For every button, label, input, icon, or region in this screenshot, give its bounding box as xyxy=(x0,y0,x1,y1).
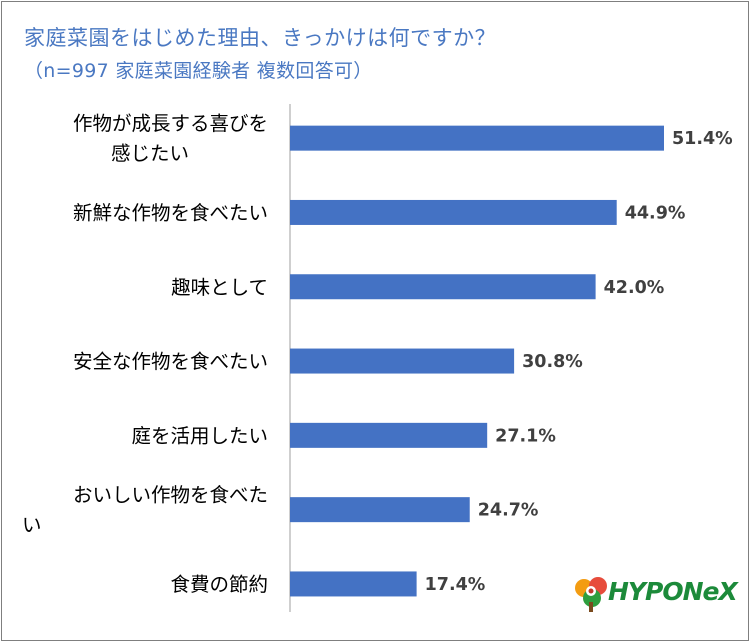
value-label-3: 30.8% xyxy=(522,352,583,372)
value-label-6: 17.4% xyxy=(425,575,486,595)
flower-logo-icon xyxy=(575,577,607,612)
value-label-5: 24.7% xyxy=(478,501,539,521)
bar-6 xyxy=(290,571,417,597)
value-label-0: 51.4% xyxy=(672,129,733,149)
hyponex-logo: HYPONeX xyxy=(572,574,738,614)
category-label-3-0: 安全な作物を食べたい xyxy=(73,350,268,373)
category-label-1-0: 新鮮な作物を食べたい xyxy=(73,201,268,224)
category-label-5-1: い xyxy=(22,514,42,537)
logo-wordmark: HYPONeX xyxy=(608,577,738,606)
bar-0 xyxy=(290,125,664,151)
category-label-6-0: 食費の節約 xyxy=(170,573,268,596)
value-label-2: 42.0% xyxy=(604,278,665,298)
category-label-2-0: 趣味として xyxy=(171,276,268,299)
chart-subtitle: （n=997 家庭菜園経験者 複数回答可） xyxy=(24,60,373,82)
bar-4 xyxy=(290,422,488,448)
bars-group xyxy=(290,125,664,597)
bar-5 xyxy=(290,497,470,523)
value-label-1: 44.9% xyxy=(625,203,686,223)
category-labels: 作物が成長する喜びを感じたい新鮮な作物を食べたい趣味として安全な作物を食べたい庭… xyxy=(22,112,268,596)
category-label-4-0: 庭を活用したい xyxy=(131,424,268,447)
bar-2 xyxy=(290,274,596,300)
value-labels: 51.4% 44.9% 42.0% 30.8% 27.1% 24.7% 17.4% xyxy=(425,129,733,595)
category-label-0-1: 感じたい xyxy=(111,142,189,165)
value-label-4: 27.1% xyxy=(495,426,556,446)
bar-3 xyxy=(290,348,515,374)
category-label-0-0: 作物が成長する喜びを xyxy=(73,112,268,135)
category-label-5-0: おいしい作物を食べた xyxy=(73,484,268,507)
bar-1 xyxy=(290,199,617,225)
chart-title: 家庭菜園をはじめた理由、きっかけは何ですか？ xyxy=(24,26,497,50)
